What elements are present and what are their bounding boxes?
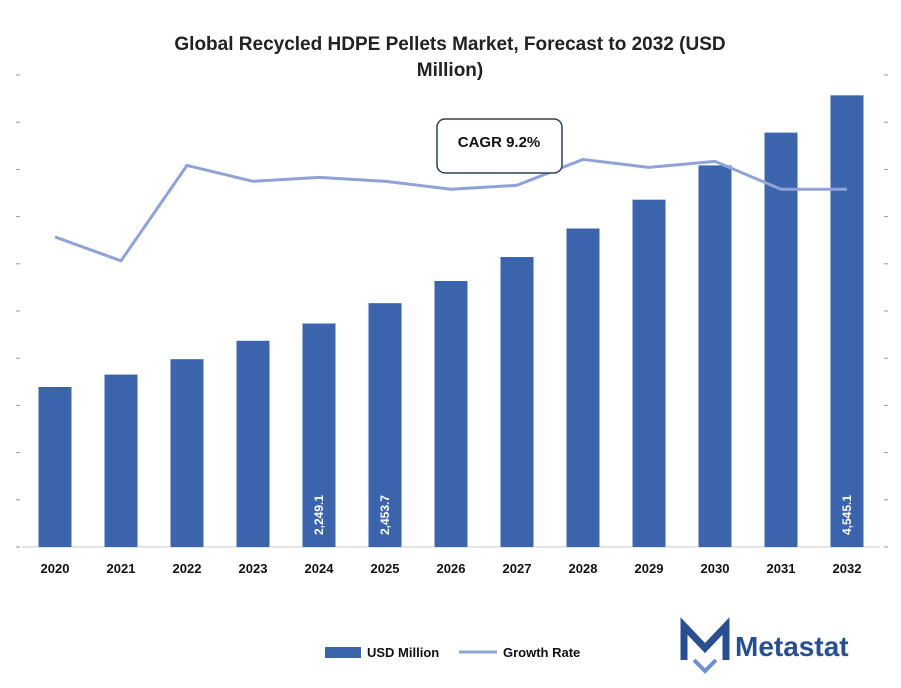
data-labels: 2,249.1 2,453.7 4,545.1: [312, 495, 854, 535]
chart-title: Global Recycled HDPE Pellets Market, For…: [174, 34, 725, 81]
bar-2021: [104, 374, 138, 547]
x-tick-label-2021: 2021: [107, 561, 136, 576]
x-tick-label-2032: 2032: [833, 561, 862, 576]
bar-2023: [236, 340, 270, 547]
x-tick-label-2025: 2025: [371, 561, 400, 576]
x-tick-label-2027: 2027: [503, 561, 532, 576]
bar-2030: [698, 165, 732, 547]
cagr-box: [436, 118, 563, 174]
x-tick-label-2031: 2031: [767, 561, 796, 576]
x-tick-label-2024: 2024: [305, 561, 335, 576]
growth-rate-line: [54, 157, 847, 263]
m-logo-icon-accent: [692, 658, 718, 674]
x-tick-label-2026: 2026: [437, 561, 466, 576]
bar-2032: [830, 95, 864, 547]
bar-2028: [566, 228, 600, 548]
m-logo-icon: [680, 617, 730, 674]
x-axis-tick-labels: 2020 2021 2022 2023 2024 2025 2026 2027 2028 2029…: [41, 561, 862, 576]
logo-text: Metastat: [735, 631, 849, 662]
legend-swatch-usd-million: [325, 647, 361, 658]
x-tick-label-2028: 2028: [569, 561, 598, 576]
cagr-label: CAGR 9.2%: [458, 134, 541, 151]
x-tick-label-2020: 2020: [41, 561, 70, 576]
legend: USD Million Growth Rate: [325, 645, 580, 660]
bar-2031: [764, 132, 798, 547]
x-tick-label-2022: 2022: [173, 561, 202, 576]
data-label-2025: 2,453.7: [378, 495, 392, 535]
cagr-annotation: CAGR 9.2%: [436, 118, 563, 174]
bar-2020: [38, 387, 72, 547]
m-logo-icon-shape: [680, 617, 730, 660]
data-label-2024: 2,249.1: [312, 495, 326, 535]
x-tick-label-2023: 2023: [239, 561, 268, 576]
bar-2027: [500, 257, 534, 547]
bar-2025: [368, 303, 402, 547]
data-label-2032: 4,545.1: [840, 495, 854, 535]
legend-label-usd-million: USD Million: [367, 645, 439, 660]
x-tick-label-2030: 2030: [701, 561, 730, 576]
metastat-logo: Metastat: [680, 617, 849, 674]
bar-2026: [434, 280, 468, 547]
left-axis-ticks: [16, 74, 20, 548]
bar-2022: [170, 359, 204, 547]
growth-line-series: [54, 157, 847, 263]
bar-2024: [302, 323, 336, 547]
right-axis-ticks: [884, 74, 888, 548]
chart-title-line-2: Million): [417, 60, 483, 81]
bar-2029: [632, 199, 666, 547]
x-tick-label-2029: 2029: [635, 561, 664, 576]
chart-title-line-1: Global Recycled HDPE Pellets Market, For…: [174, 34, 725, 55]
bar-series: [38, 95, 864, 548]
legend-label-growth-rate: Growth Rate: [503, 645, 580, 660]
